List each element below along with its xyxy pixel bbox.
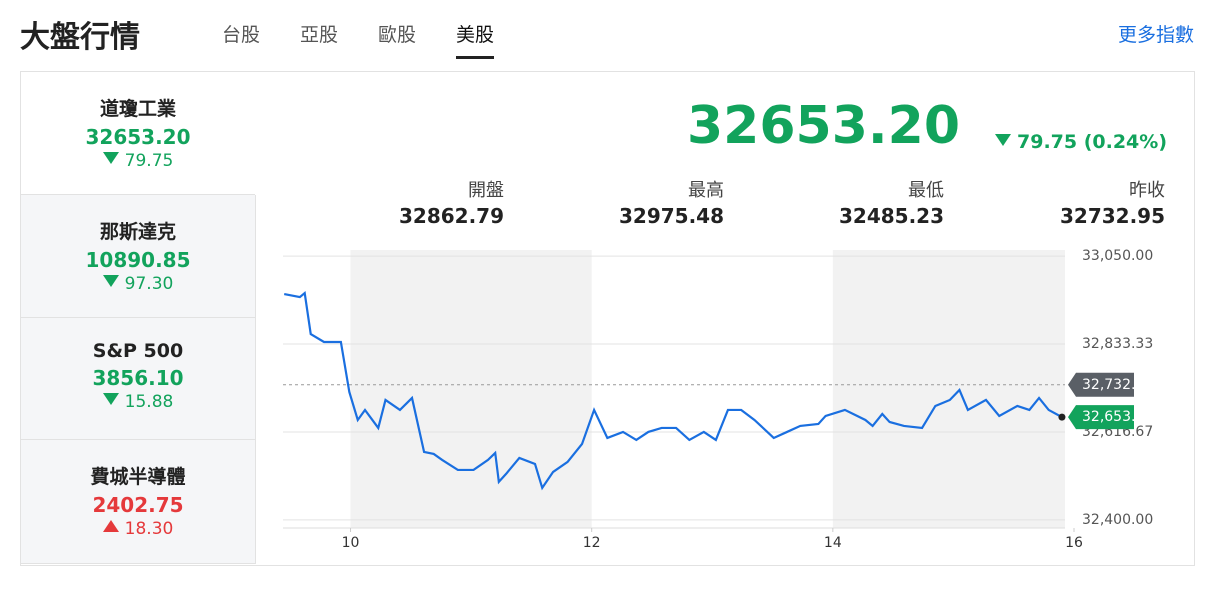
stat-value: 32485.23: [838, 204, 944, 228]
stat-label: 最高: [688, 180, 724, 201]
stat-label: 開盤: [468, 180, 504, 201]
shaded-band: [832, 250, 1065, 528]
y-tick-label: 33,050.00: [1082, 248, 1153, 264]
x-tick-label: 12: [583, 535, 601, 551]
change-text: 79.75: [124, 151, 174, 171]
index-value: 10890.85: [85, 248, 191, 272]
change-text: 18.30: [124, 519, 174, 539]
index-name: 那斯達克: [99, 221, 176, 243]
index-change: 97.30: [21, 274, 255, 294]
reference-tag-text: 32,732.95: [1082, 377, 1153, 393]
index-value: 3856.10: [92, 366, 184, 390]
last-tag-text: 32,653.20: [1082, 409, 1153, 425]
direction-arrow: [102, 393, 119, 405]
last-point: [1058, 413, 1066, 421]
index-name: 道瓊工業: [99, 98, 176, 120]
change-text: 15.88: [124, 392, 174, 412]
quote-value: 32653.20: [686, 96, 960, 156]
card: [20, 71, 1195, 566]
index-value: 2402.75: [92, 493, 184, 517]
direction-arrow: [102, 152, 119, 164]
reference-tag-box: [1068, 372, 1134, 397]
change-text: 97.30: [124, 274, 174, 294]
shaded-band: [350, 250, 592, 528]
price-line: [284, 290, 1063, 491]
change-text: 79.75 (0.24%): [1017, 131, 1167, 153]
x-tick-label: 14: [824, 535, 842, 551]
index-item[interactable]: 那斯達克 10890.85 97.30: [21, 195, 256, 318]
last-tag-box: [1068, 405, 1134, 430]
tab[interactable]: 台股: [222, 24, 261, 46]
direction-arrow: [995, 134, 1011, 146]
quote-change: 79.75 (0.24%): [995, 131, 1167, 153]
index-value: 32653.20: [85, 125, 191, 149]
tab-underline: [456, 56, 494, 59]
more-link[interactable]: 更多指數: [1117, 24, 1194, 46]
stat-label: 最低: [908, 180, 944, 201]
stat-label: 昨收: [1129, 180, 1165, 201]
stat-value: 32732.95: [1059, 204, 1165, 228]
index-item[interactable]: S&P 500 3856.10 15.88: [21, 318, 256, 440]
y-tick-label: 32,833.33: [1082, 336, 1153, 352]
x-tick-label: 10: [342, 535, 360, 551]
index-name: S&P 500: [92, 340, 184, 362]
index-change: 15.88: [21, 392, 255, 412]
index-change: 18.30: [21, 519, 255, 539]
direction-arrow: [102, 520, 119, 532]
index-name: 費城半導體: [90, 466, 186, 488]
direction-arrow: [102, 275, 119, 287]
index-item[interactable]: 費城半導體 2402.75 18.30: [21, 440, 256, 564]
tab[interactable]: 歐股: [378, 24, 417, 46]
stat-value: 32975.48: [618, 204, 724, 228]
stat-value: 32862.79: [398, 204, 504, 228]
x-tick-label: 16: [1065, 535, 1083, 551]
tab[interactable]: 美股: [456, 24, 495, 46]
index-item[interactable]: 道瓊工業 32653.20 79.75: [21, 72, 255, 195]
y-tick-label: 32,400.00: [1082, 512, 1153, 528]
page-title: 大盤行情: [20, 20, 140, 55]
index-change: 79.75: [21, 151, 255, 171]
tab[interactable]: 亞股: [300, 24, 339, 46]
